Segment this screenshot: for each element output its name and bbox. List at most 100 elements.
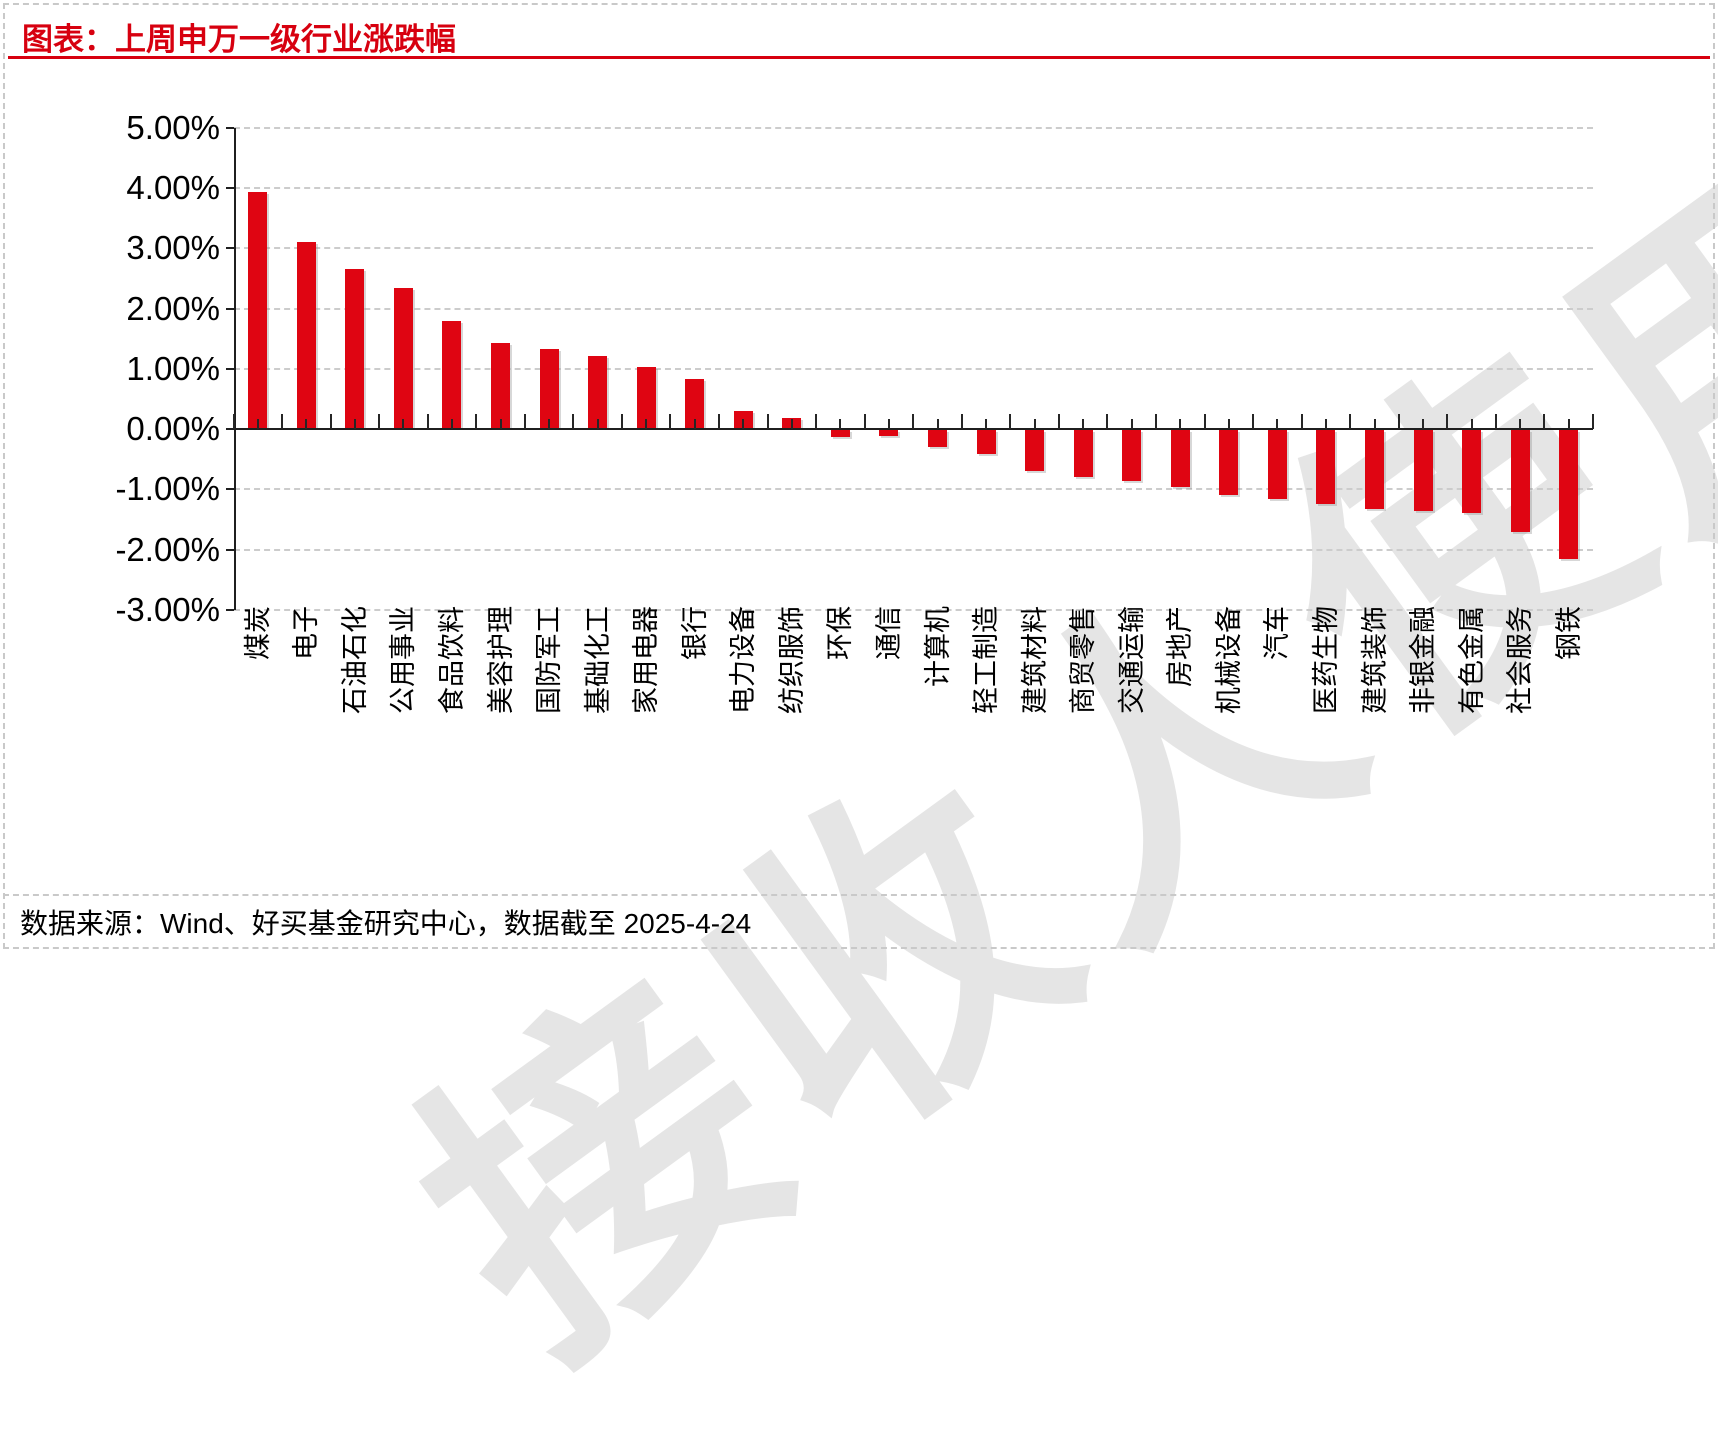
x-axis-minor-tick (693, 419, 696, 429)
footer-divider (3, 894, 1715, 896)
report-chart-page: { "header": { "title": "图表：上周申万一级行业涨跌幅" … (3, 3, 1718, 1418)
x-axis-minor-tick (1033, 419, 1036, 429)
chart-bar-社会服务 (1510, 430, 1530, 533)
chart-bar-钢铁 (1559, 430, 1579, 559)
chart-bar-家用电器 (636, 366, 656, 428)
x-axis-label: 公用事业 (388, 606, 419, 714)
x-axis-major-tick (1543, 414, 1546, 429)
y-axis-label: -3.00% (115, 590, 220, 628)
x-axis-minor-tick (353, 419, 356, 429)
x-axis-minor-tick (1227, 419, 1230, 429)
y-axis-tick (225, 428, 234, 430)
x-axis-label: 美容护理 (485, 606, 516, 714)
gridline (233, 307, 1593, 310)
gridline (233, 488, 1593, 491)
x-axis-label: 钢铁 (1553, 606, 1584, 660)
x-axis-label: 基础化工 (582, 606, 613, 714)
x-axis-minor-tick (1422, 419, 1425, 429)
y-axis-line (233, 127, 236, 610)
y-axis-label: -2.00% (115, 530, 220, 568)
chart-bar-有色金属 (1462, 430, 1482, 514)
x-axis-minor-tick (1179, 419, 1182, 429)
x-axis-minor-tick (450, 419, 453, 429)
x-axis-label: 纺织服饰 (776, 606, 807, 714)
x-axis-minor-tick (936, 419, 939, 429)
x-axis-minor-tick (887, 419, 890, 429)
x-axis-label: 社会服务 (1505, 606, 1536, 714)
gridline (233, 608, 1593, 611)
y-axis-label: 4.00% (126, 169, 220, 206)
chart-bar-基础化工 (588, 356, 608, 428)
x-axis-label: 煤炭 (242, 606, 273, 660)
x-axis-major-tick (1349, 414, 1352, 429)
x-axis-major-tick (1106, 414, 1109, 429)
chart-bar-电子 (296, 241, 316, 428)
data-source-note: 数据来源：Wind、好买基金研究中心，数据截至 2025-4-24 (20, 908, 752, 939)
x-axis-minor-tick (790, 419, 793, 429)
x-axis-major-tick (960, 414, 963, 429)
chart-bar-美容护理 (491, 343, 511, 428)
y-axis-label: 2.00% (126, 289, 220, 327)
x-axis-label: 食品饮料 (436, 606, 467, 714)
x-axis-label: 非银金融 (1408, 606, 1439, 714)
x-axis-major-tick (620, 414, 623, 429)
chart-bar-医药生物 (1316, 430, 1336, 505)
x-axis-label: 房地产 (1165, 606, 1196, 687)
x-axis-label: 医药生物 (1310, 606, 1341, 714)
x-axis-minor-tick (742, 419, 745, 429)
x-axis-minor-tick (499, 419, 502, 429)
x-axis-major-tick (232, 414, 235, 429)
x-axis-label: 轻工制造 (971, 606, 1002, 714)
x-axis-label: 建筑装饰 (1359, 606, 1390, 714)
y-axis-tick (225, 187, 234, 189)
x-axis-major-tick (426, 414, 429, 429)
x-axis-line (233, 428, 1593, 430)
x-axis-major-tick (1592, 414, 1594, 429)
y-axis-tick (225, 367, 234, 370)
title-rule (8, 56, 1710, 59)
y-axis-tick (225, 247, 234, 250)
x-axis-major-tick (1009, 414, 1012, 429)
y-axis-label: 3.00% (126, 229, 220, 267)
y-axis-tick (225, 488, 234, 491)
chart-bar-银行 (685, 378, 705, 428)
x-axis-minor-tick (839, 419, 842, 429)
chart-bar-汽车 (1267, 430, 1287, 499)
x-axis-minor-tick (548, 419, 551, 429)
chart-bar-环保 (830, 430, 850, 438)
x-axis-minor-tick (1324, 419, 1327, 429)
x-axis-label: 家用电器 (631, 606, 662, 714)
x-axis-minor-tick (596, 419, 599, 429)
y-axis-tick (225, 548, 234, 551)
x-axis-major-tick (1155, 414, 1158, 429)
y-axis-label: 0.00% (126, 410, 220, 447)
x-axis-label: 国防军工 (534, 606, 565, 714)
y-axis-tick (225, 307, 234, 310)
x-axis-major-tick (1057, 414, 1060, 429)
chart-bar-轻工制造 (976, 430, 996, 454)
y-axis-label: -1.00% (115, 470, 220, 508)
chart-bar-房地产 (1170, 430, 1190, 488)
x-axis-major-tick (912, 414, 915, 429)
chart-bar-机械设备 (1219, 430, 1239, 496)
chart-bar-商贸零售 (1073, 430, 1093, 478)
chart-bar-石油石化 (345, 268, 365, 428)
chart-bar-食品饮料 (442, 321, 462, 428)
x-axis-label: 交通运输 (1116, 606, 1147, 714)
chart-bar-国防军工 (539, 349, 559, 428)
chart-bar-公用事业 (393, 288, 413, 428)
x-axis-label: 通信 (873, 606, 904, 660)
x-axis-label: 银行 (679, 606, 710, 660)
x-axis-label: 机械设备 (1213, 606, 1244, 714)
x-axis-major-tick (572, 414, 575, 429)
x-axis-minor-tick (1373, 419, 1376, 429)
chart-bar-非银金融 (1413, 430, 1433, 511)
x-axis-label: 电力设备 (728, 606, 759, 714)
x-axis-major-tick (523, 414, 526, 429)
bar-chart: 5.00% 4.00% 3.00% 2.00% 1.00% 0.00% -1.00% -2.0… (115, 109, 1594, 714)
chart-bar-计算机 (928, 430, 948, 448)
x-axis-label: 电子 (291, 606, 322, 660)
x-axis-minor-tick (305, 419, 308, 429)
x-axis-label: 计算机 (922, 606, 953, 687)
x-axis-minor-tick (1130, 419, 1133, 429)
